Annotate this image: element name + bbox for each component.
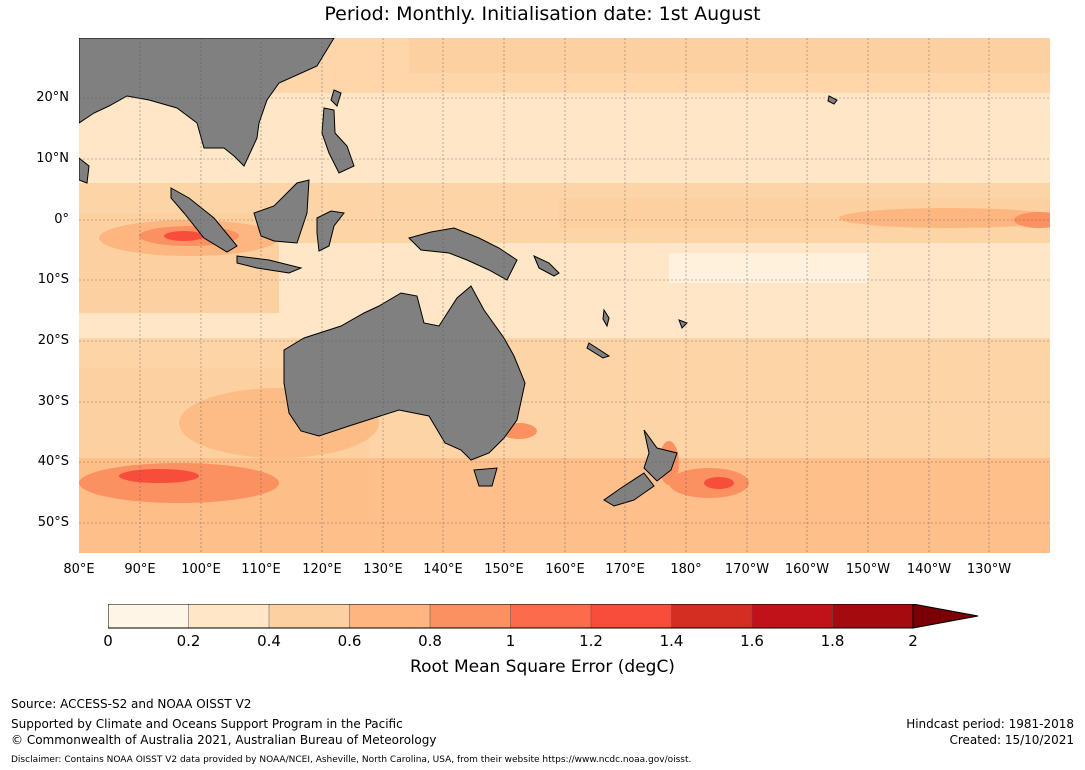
- colorbar: [108, 604, 979, 629]
- lon-label-140e: 140°E: [423, 562, 463, 577]
- colorbar-tick: 0.8: [418, 632, 442, 650]
- lon-label-80e: 80°E: [63, 562, 95, 577]
- lat-label-10s: 10°S: [37, 272, 69, 287]
- vanuatu-islands: [602, 308, 610, 328]
- lon-label-130w: 130°W: [966, 562, 1012, 577]
- support-note: Supported by Climate and Oceans Support …: [11, 717, 403, 731]
- lon-label-180: 180°: [670, 562, 702, 577]
- lon-label-120e: 120°E: [302, 562, 342, 577]
- lon-label-90e: 90°E: [124, 562, 156, 577]
- colorbar-tick: 0.2: [176, 632, 201, 650]
- lon-label-170e: 170°E: [605, 562, 645, 577]
- colorbar-cell: [671, 604, 753, 629]
- new-guinea-landmass: [408, 227, 518, 281]
- colorbar-cell: [751, 604, 834, 629]
- colorbar-tick: 0: [103, 632, 113, 650]
- philippines-landmass: [321, 107, 355, 174]
- asia-mainland: [79, 38, 335, 167]
- lat-label-0: 0°: [54, 212, 69, 227]
- lat-label-20s: 20°S: [37, 333, 69, 348]
- lat-label-40s: 40°S: [37, 454, 69, 469]
- colorbar-tick: 0.6: [337, 632, 362, 650]
- colorbar-tick: 1: [505, 632, 516, 650]
- lon-label-160w: 160°W: [784, 562, 830, 577]
- map-panel: [79, 38, 1050, 553]
- lon-label-110e: 110°E: [241, 562, 281, 577]
- java-landmass: [236, 255, 303, 274]
- lon-label-140w: 140°W: [906, 562, 952, 577]
- lon-label-160e: 160°E: [545, 562, 585, 577]
- graticule: [79, 38, 1050, 553]
- colorbar-cell: [832, 604, 914, 629]
- new-zealand-north: [643, 429, 678, 482]
- disclaimer-note: Disclaimer: Contains NOAA OISST V2 data …: [11, 755, 692, 765]
- colorbar-cell: [349, 604, 431, 629]
- colorbar-tick: 1.6: [740, 632, 764, 650]
- hawaii-landmass: [827, 95, 838, 105]
- colorbar-cell: [429, 604, 512, 629]
- lon-label-150e: 150°E: [484, 562, 524, 577]
- colorbar-tick: 1.2: [579, 632, 603, 650]
- australia-landmass: [283, 285, 526, 461]
- landmasses: [79, 38, 838, 507]
- fiji-landmass: [678, 319, 688, 329]
- colorbar-tick: 1.8: [820, 632, 845, 650]
- sri-lanka-landmass: [79, 157, 90, 184]
- colorbar-cell: [108, 604, 190, 629]
- colorbar-extend-arrow: [912, 604, 979, 629]
- lat-label-10n: 10°N: [36, 151, 69, 166]
- colorbar-tick: 2: [908, 632, 918, 650]
- lon-label-130e: 130°E: [363, 562, 403, 577]
- lon-label-170w: 170°W: [724, 562, 770, 577]
- colorbar-cells: [108, 604, 914, 629]
- lat-label-50s: 50°S: [37, 515, 69, 530]
- colorbar-cell: [268, 604, 351, 629]
- hindcast-note: Hindcast period: 1981-2018: [906, 717, 1074, 731]
- created-date: Created: 15/10/2021: [949, 733, 1074, 747]
- colorbar-tick: 1.4: [659, 632, 684, 650]
- rmse-map: [79, 38, 1050, 553]
- colorbar-cell: [188, 604, 270, 629]
- colorbar-cell: [590, 604, 673, 629]
- lon-label-150w: 150°W: [845, 562, 891, 577]
- source-note: Source: ACCESS-S2 and NOAA OISST V2: [11, 697, 252, 711]
- colorbar-cell: [510, 604, 592, 629]
- borneo-landmass: [253, 179, 310, 244]
- sulawesi-landmass: [316, 210, 345, 252]
- solomon-islands: [533, 255, 560, 277]
- new-caledonia: [586, 342, 611, 359]
- colorbar-tick: 0.4: [257, 632, 281, 650]
- colorbar-frame: [108, 604, 914, 629]
- copyright-note: © Commonwealth of Australia 2021, Austra…: [11, 733, 437, 747]
- colorbar-label: Root Mean Square Error (degC): [410, 657, 675, 677]
- map-title: Period: Monthly. Initialisation date: 1s…: [324, 3, 761, 25]
- tasmania-landmass: [473, 467, 498, 487]
- lon-label-100e: 100°E: [181, 562, 221, 577]
- new-zealand-south: [603, 472, 655, 507]
- lat-label-20n: 20°N: [36, 90, 69, 105]
- lat-label-30s: 30°S: [37, 394, 69, 409]
